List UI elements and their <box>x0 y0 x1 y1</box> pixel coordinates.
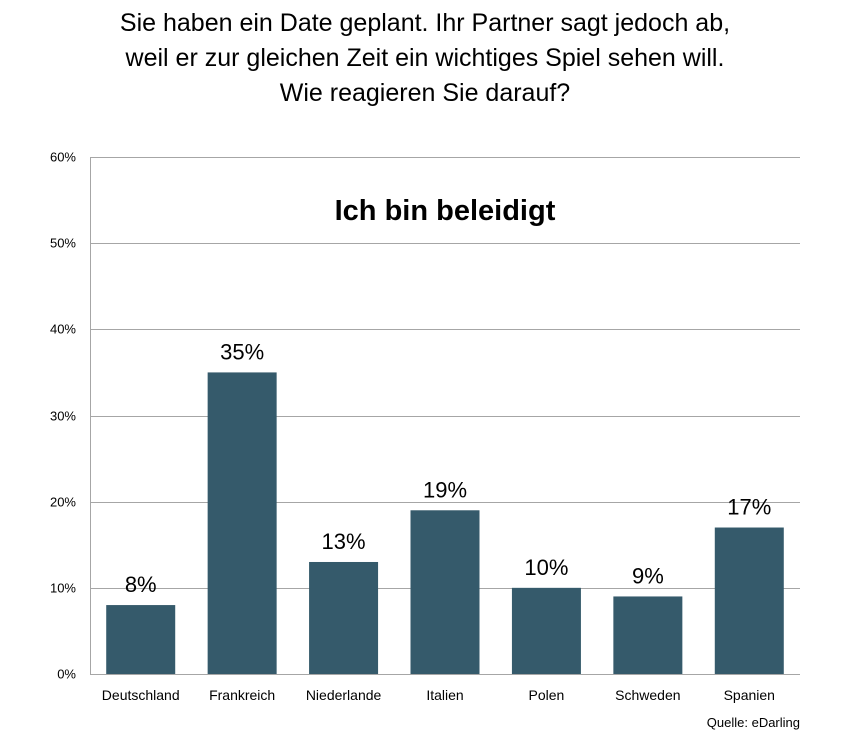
y-tick-label: 50% <box>50 236 76 251</box>
chart-title: Ich bin beleidigt <box>335 195 556 227</box>
y-tick-label: 0% <box>57 667 76 682</box>
bar <box>207 372 277 674</box>
category-label: Spanien <box>724 687 775 703</box>
category-label: Polen <box>529 687 565 703</box>
question-line-3: Wie reagieren Sie darauf? <box>279 79 571 107</box>
bar <box>309 561 379 674</box>
data-label: 13% <box>322 529 366 554</box>
category-label: Niederlande <box>306 687 382 703</box>
bar <box>106 605 176 674</box>
category-label: Frankreich <box>209 687 275 703</box>
question-line-2: weil er zur gleichen Zeit ein wichtiges … <box>125 44 725 72</box>
data-label: 8% <box>125 572 157 597</box>
bars <box>106 372 784 674</box>
question-heading: Sie haben ein Date geplant. Ihr Partner … <box>0 6 850 111</box>
category-label: Deutschland <box>102 687 180 703</box>
bar <box>511 587 581 674</box>
y-tick-label: 40% <box>50 322 76 337</box>
bar <box>410 510 480 674</box>
data-label: 35% <box>220 339 264 364</box>
y-tick-label: 30% <box>50 409 76 424</box>
y-tick-label: 60% <box>50 150 76 165</box>
data-label: 9% <box>632 563 664 588</box>
category-label: Schweden <box>615 687 680 703</box>
category-labels: Deutschland Frankreich Niederlande Italien P… <box>102 687 775 703</box>
y-axis-ticks: 0% 10% 20% 30% 40% 50% 60% <box>50 150 76 682</box>
data-label: 17% <box>727 495 771 520</box>
question-line-1: Sie haben ein Date geplant. Ihr Partner … <box>119 9 731 37</box>
bar <box>613 596 683 674</box>
y-tick-label: 20% <box>50 495 76 510</box>
source-note: Quelle: eDarling <box>707 715 800 730</box>
bar <box>714 527 784 674</box>
y-tick-label: 10% <box>50 581 76 596</box>
data-label: 10% <box>524 555 568 580</box>
data-label: 19% <box>423 477 467 502</box>
data-labels: 8% 35% 13% 19% 10% 9% 17% <box>125 339 771 597</box>
category-label: Italien <box>426 687 463 703</box>
